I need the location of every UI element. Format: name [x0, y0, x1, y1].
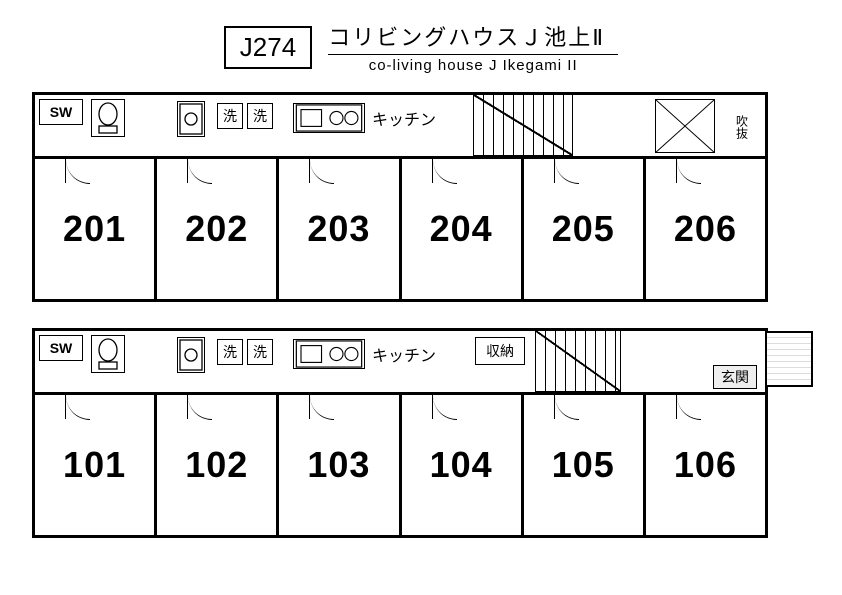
room-102: 102: [157, 395, 279, 535]
toilet-icon: [91, 335, 125, 373]
room-202: 202: [157, 159, 279, 299]
room-number: 101: [63, 444, 126, 486]
room-203: 203: [279, 159, 401, 299]
room-number: 206: [674, 208, 737, 250]
room-number: 103: [307, 444, 370, 486]
sink-icon: [177, 101, 205, 137]
room-number: 203: [307, 208, 370, 250]
floor-2: SW 洗 洗 キッチン 吹抜 201 202: [32, 92, 768, 302]
room-106: 106: [646, 395, 765, 535]
room-205: 205: [524, 159, 646, 299]
kitchen-label: キッチン: [369, 103, 439, 133]
room-number: 202: [185, 208, 248, 250]
room-101: 101: [35, 395, 157, 535]
room-number: 104: [430, 444, 493, 486]
shower-room: SW: [39, 335, 83, 361]
washer-2: 洗: [247, 339, 273, 365]
floor-1: SW 洗 洗 キッチン 収納 玄関 101 102 103 104 105: [32, 328, 768, 538]
room-104: 104: [402, 395, 524, 535]
room-103: 103: [279, 395, 401, 535]
corridor-2f: SW 洗 洗 キッチン 吹抜: [35, 95, 765, 159]
room-206: 206: [646, 159, 765, 299]
storage-label: 収納: [475, 337, 525, 365]
room-number: 204: [430, 208, 493, 250]
room-number: 102: [185, 444, 248, 486]
staircase-2f: [473, 95, 573, 156]
kitchen-counter-icon: [293, 339, 365, 369]
corridor-1f: SW 洗 洗 キッチン 収納 玄関: [35, 331, 765, 395]
header: J274 コリビングハウスＪ池上Ⅱ co-living house J Ikeg…: [0, 0, 842, 86]
void-text: 吹抜: [734, 115, 751, 139]
kitchen-counter-icon: [293, 103, 365, 133]
kitchen-label: キッチン: [369, 339, 439, 369]
room-number: 106: [674, 444, 737, 486]
title-japanese: コリビングハウスＪ池上Ⅱ: [328, 20, 618, 52]
room-number: 201: [63, 208, 126, 250]
toilet-icon: [91, 99, 125, 137]
room-201: 201: [35, 159, 157, 299]
shower-room: SW: [39, 99, 83, 125]
washer-2: 洗: [247, 103, 273, 129]
room-105: 105: [524, 395, 646, 535]
building-code: J274: [224, 26, 312, 69]
rooms-1f: 101 102 103 104 105 106: [35, 395, 765, 535]
room-204: 204: [402, 159, 524, 299]
floor-plans: SW 洗 洗 キッチン 吹抜 201 202: [0, 86, 842, 538]
room-number: 205: [552, 208, 615, 250]
title-divider: [328, 54, 618, 55]
staircase-1f: [535, 331, 621, 392]
sink-icon: [177, 337, 205, 373]
washer-1: 洗: [217, 339, 243, 365]
rooms-2f: 201 202 203 204 205 206: [35, 159, 765, 299]
exterior-entrance: [765, 331, 813, 387]
entrance-label: 玄関: [713, 365, 757, 389]
title-block: コリビングハウスＪ池上Ⅱ co-living house J Ikegami I…: [328, 20, 618, 74]
void-area: [655, 99, 715, 153]
void-label: 吹抜: [725, 105, 759, 149]
washer-1: 洗: [217, 103, 243, 129]
room-number: 105: [552, 444, 615, 486]
title-english: co-living house J Ikegami II: [328, 57, 618, 74]
